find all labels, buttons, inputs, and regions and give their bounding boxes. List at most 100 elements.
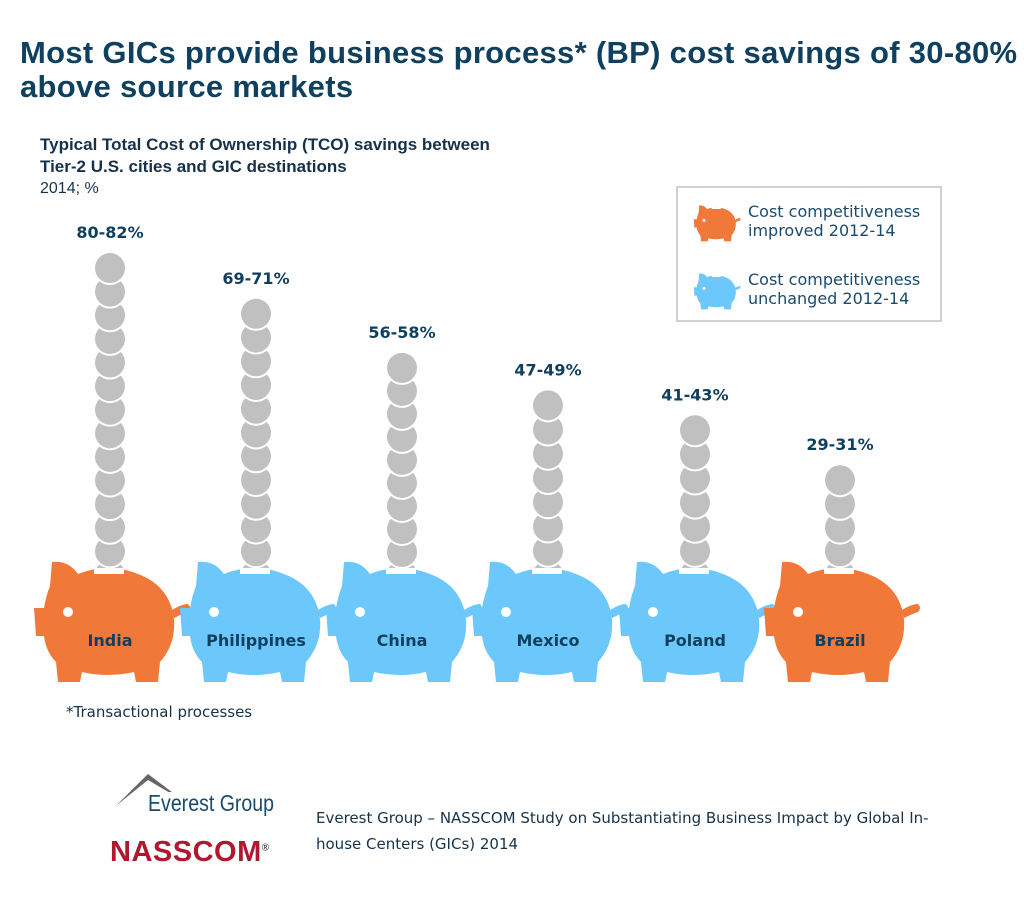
data-label: 41-43% [661,385,728,404]
coin [533,535,563,566]
data-label: 29-31% [806,435,873,454]
coin [387,352,417,383]
nasscom-logo: NASSCOM® [110,836,270,869]
coin [825,465,855,496]
coin-stack [678,413,712,592]
bar-brazil: 29-31% Brazil [764,435,920,682]
coin [680,439,710,470]
coin [825,536,855,567]
bar-philippines: 69-71% Philippines [180,269,336,682]
page-title: Most GICs provide business process* (BP)… [20,35,1018,104]
coin [241,488,271,519]
legend-label: improved 2012-14 [748,221,896,240]
category-label: China [377,631,428,650]
coin-stack [93,251,127,592]
coin [95,465,125,496]
coin [95,418,125,449]
mountain-icon [115,774,172,806]
piggy-bank-icon [764,561,920,682]
coin [533,438,563,469]
coin [95,489,125,520]
coin [95,441,125,472]
category-label: Poland [664,631,726,650]
coin [95,512,125,543]
chart-title: Typical Total Cost of Ownership (TCO) sa… [40,135,490,176]
bar-china: 56-58% China [326,323,482,682]
registered-mark: ® [261,842,270,854]
chart-unit: 2014; % [40,180,99,197]
coin [95,253,125,284]
coin [95,536,125,567]
coin-stack [531,388,565,592]
chart-subtitle: Typical Total Cost of Ownership (TCO) sa… [40,134,510,200]
coin [95,323,125,354]
legend-item-unchanged: Cost competitiveness unchanged 2012-14 [748,270,920,308]
bar-india: 80-82% India [34,223,190,682]
coin [241,465,271,496]
coin [241,322,271,353]
legend-label: unchanged 2012-14 [748,289,910,308]
category-label: India [87,631,132,650]
coin [241,393,271,424]
legend-icons [693,205,741,310]
coin [387,467,417,498]
coin [241,370,271,401]
legend: Cost competitiveness improved 2012-14 Co… [676,186,942,322]
coin [241,512,271,543]
piggy-bank-icon [619,561,775,682]
piggy-bank-icon [34,561,190,682]
coin [387,490,417,521]
coin-stack [385,350,419,592]
coin [95,347,125,378]
coin [680,415,710,446]
coin [95,371,125,402]
coin [533,487,563,518]
data-label: 80-82% [76,223,143,242]
coin [387,536,417,567]
coin [95,276,125,307]
coin [241,536,271,567]
nasscom-text: NASSCOM [110,836,262,868]
data-label: 69-71% [222,269,289,288]
legend-piggy-improved-icon [693,205,741,242]
coin [387,513,417,544]
coin [825,488,855,519]
coin [825,512,855,543]
coin [533,414,563,445]
bar-mexico: 47-49% Mexico [472,360,628,682]
legend-label: Cost competitiveness [748,270,921,289]
coin [95,394,125,425]
category-label: Philippines [206,631,306,650]
coin [387,444,417,475]
coin [241,441,271,472]
piggy-bank-icon [180,561,336,682]
coin-stack [239,296,273,592]
coin [680,487,710,518]
category-label: Mexico [516,631,579,650]
everest-group-logo: Everest Group [115,774,275,817]
coin [95,300,125,331]
everest-text: Everest Group [148,790,275,816]
footnote: *Transactional processes [66,703,253,721]
coin [387,375,417,406]
coin [387,398,417,429]
legend-item-improved: Cost competitiveness improved 2012-14 [748,202,920,240]
coin [533,463,563,494]
piggy-bank-icon [472,561,628,682]
coin [533,511,563,542]
legend-label: Cost competitiveness [748,202,921,221]
legend-piggy-unchanged-icon [693,273,741,310]
coin [680,535,710,566]
piggy-bank-icon [326,561,482,682]
source-note: Everest Group – NASSCOM Study on Substan… [316,809,929,853]
data-label: 56-58% [368,323,435,342]
coin [241,417,271,448]
coin [680,511,710,542]
data-label: 47-49% [514,360,581,379]
coin [241,346,271,377]
coin [241,298,271,329]
bar-poland: 41-43% Poland [619,385,775,682]
category-label: Brazil [814,631,865,650]
coin [533,390,563,421]
coin [680,463,710,494]
